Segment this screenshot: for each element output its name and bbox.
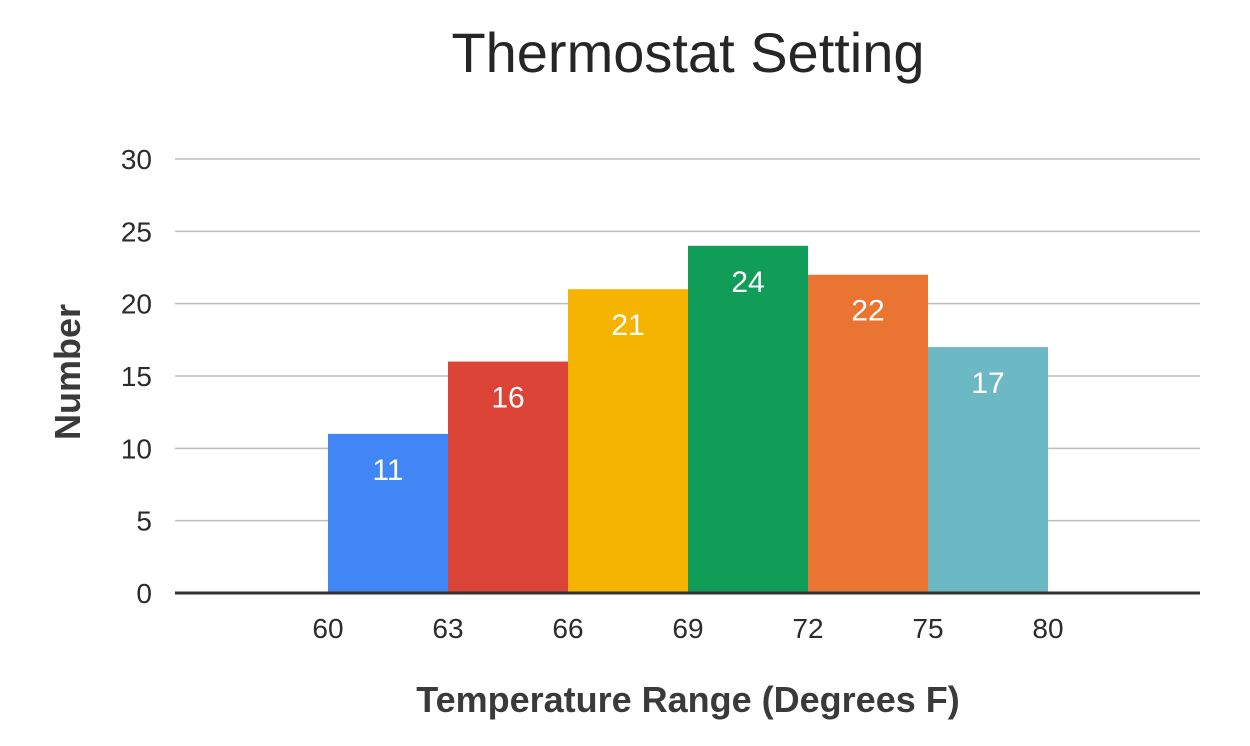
y-tick-label: 30 <box>121 144 152 175</box>
y-tick-label: 0 <box>136 578 152 609</box>
bar-value-label: 16 <box>491 382 524 415</box>
x-tick-label: 63 <box>432 613 463 644</box>
bar <box>448 361 568 593</box>
bar <box>328 433 448 593</box>
bar-value-label: 22 <box>851 295 884 328</box>
y-tick-label: 10 <box>121 433 152 464</box>
x-tick-label: 80 <box>1032 613 1063 644</box>
bar <box>568 289 688 593</box>
y-tick-label: 15 <box>121 361 152 392</box>
x-axis-label: Temperature Range (Degrees F) <box>416 679 959 720</box>
bar-value-labels: 11 16 21 24 22 17 <box>372 266 1004 487</box>
x-tick-label: 60 <box>312 613 343 644</box>
y-axis-ticks: 0 5 10 15 20 25 30 <box>121 144 152 609</box>
bar-value-label: 21 <box>611 309 644 342</box>
y-axis-label: Number <box>47 304 88 440</box>
x-axis-ticks: 60 63 66 69 72 75 80 <box>312 613 1063 644</box>
y-tick-label: 5 <box>136 506 152 537</box>
bar-value-label: 24 <box>731 266 764 299</box>
bar <box>808 274 928 593</box>
x-tick-label: 72 <box>792 613 823 644</box>
y-tick-label: 25 <box>121 216 152 247</box>
chart-title: Thermostat Setting <box>451 21 924 84</box>
y-tick-label: 20 <box>121 289 152 320</box>
bars <box>175 245 1200 595</box>
x-tick-label: 69 <box>672 613 703 644</box>
bar-value-label: 17 <box>971 367 1004 400</box>
bar <box>928 347 1048 593</box>
bar-value-label: 11 <box>372 454 403 487</box>
x-tick-label: 75 <box>912 613 943 644</box>
x-tick-label: 66 <box>552 613 583 644</box>
bar <box>688 245 808 594</box>
